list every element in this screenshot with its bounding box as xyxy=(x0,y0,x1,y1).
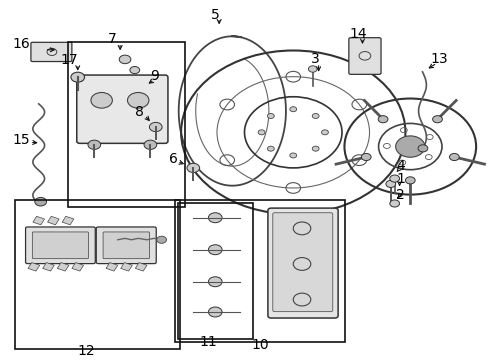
Bar xyxy=(175,200,344,342)
Circle shape xyxy=(312,113,319,118)
Circle shape xyxy=(130,67,140,74)
Bar xyxy=(57,262,69,271)
Text: 11: 11 xyxy=(199,334,216,348)
Text: 15: 15 xyxy=(13,133,30,147)
Bar xyxy=(121,262,132,271)
FancyBboxPatch shape xyxy=(25,227,95,264)
Circle shape xyxy=(127,93,149,108)
Bar xyxy=(68,42,184,207)
Text: 16: 16 xyxy=(12,37,30,51)
Circle shape xyxy=(385,180,395,188)
Text: 2: 2 xyxy=(395,188,404,202)
Circle shape xyxy=(321,130,328,135)
Bar xyxy=(47,216,59,225)
Text: 13: 13 xyxy=(430,53,447,66)
Circle shape xyxy=(149,122,162,132)
Circle shape xyxy=(312,146,319,151)
Circle shape xyxy=(71,72,84,82)
Text: 4: 4 xyxy=(395,159,404,173)
Circle shape xyxy=(389,175,399,182)
Text: 14: 14 xyxy=(348,27,366,41)
Circle shape xyxy=(208,307,222,317)
Circle shape xyxy=(119,55,131,64)
Circle shape xyxy=(208,277,222,287)
Circle shape xyxy=(432,116,442,123)
Circle shape xyxy=(88,140,101,149)
Text: 1: 1 xyxy=(395,172,404,185)
Text: 10: 10 xyxy=(251,338,268,352)
Circle shape xyxy=(186,163,199,172)
Bar xyxy=(33,216,44,225)
FancyBboxPatch shape xyxy=(77,75,167,143)
Circle shape xyxy=(35,197,46,206)
Text: 9: 9 xyxy=(149,69,159,84)
Text: 3: 3 xyxy=(310,53,319,66)
Circle shape xyxy=(208,213,222,223)
Text: 17: 17 xyxy=(60,54,78,67)
Text: 5: 5 xyxy=(210,8,219,22)
FancyBboxPatch shape xyxy=(96,227,156,264)
Bar xyxy=(42,262,54,271)
FancyBboxPatch shape xyxy=(348,38,380,74)
Circle shape xyxy=(267,146,274,151)
Circle shape xyxy=(405,177,414,184)
Circle shape xyxy=(389,200,399,207)
Bar xyxy=(135,262,147,271)
FancyBboxPatch shape xyxy=(31,42,72,62)
Circle shape xyxy=(417,145,427,152)
FancyBboxPatch shape xyxy=(32,232,88,258)
Text: 6: 6 xyxy=(169,152,178,166)
Circle shape xyxy=(258,130,264,135)
Bar xyxy=(106,262,118,271)
Circle shape xyxy=(308,66,317,72)
Text: 12: 12 xyxy=(77,344,95,358)
FancyBboxPatch shape xyxy=(272,213,332,312)
Circle shape xyxy=(144,140,157,149)
Bar xyxy=(28,262,40,271)
Bar xyxy=(62,216,74,225)
Circle shape xyxy=(267,113,274,118)
Bar xyxy=(15,200,180,349)
Circle shape xyxy=(289,107,296,112)
Bar xyxy=(177,203,253,339)
Bar xyxy=(72,262,83,271)
Circle shape xyxy=(208,245,222,255)
FancyBboxPatch shape xyxy=(267,208,337,318)
Circle shape xyxy=(91,93,112,108)
Text: 7: 7 xyxy=(107,32,116,46)
FancyBboxPatch shape xyxy=(103,232,149,258)
Circle shape xyxy=(289,153,296,158)
Circle shape xyxy=(448,153,458,161)
Circle shape xyxy=(377,116,387,123)
Circle shape xyxy=(361,153,370,161)
Circle shape xyxy=(157,236,166,243)
Circle shape xyxy=(395,136,424,157)
Text: 8: 8 xyxy=(135,105,144,119)
